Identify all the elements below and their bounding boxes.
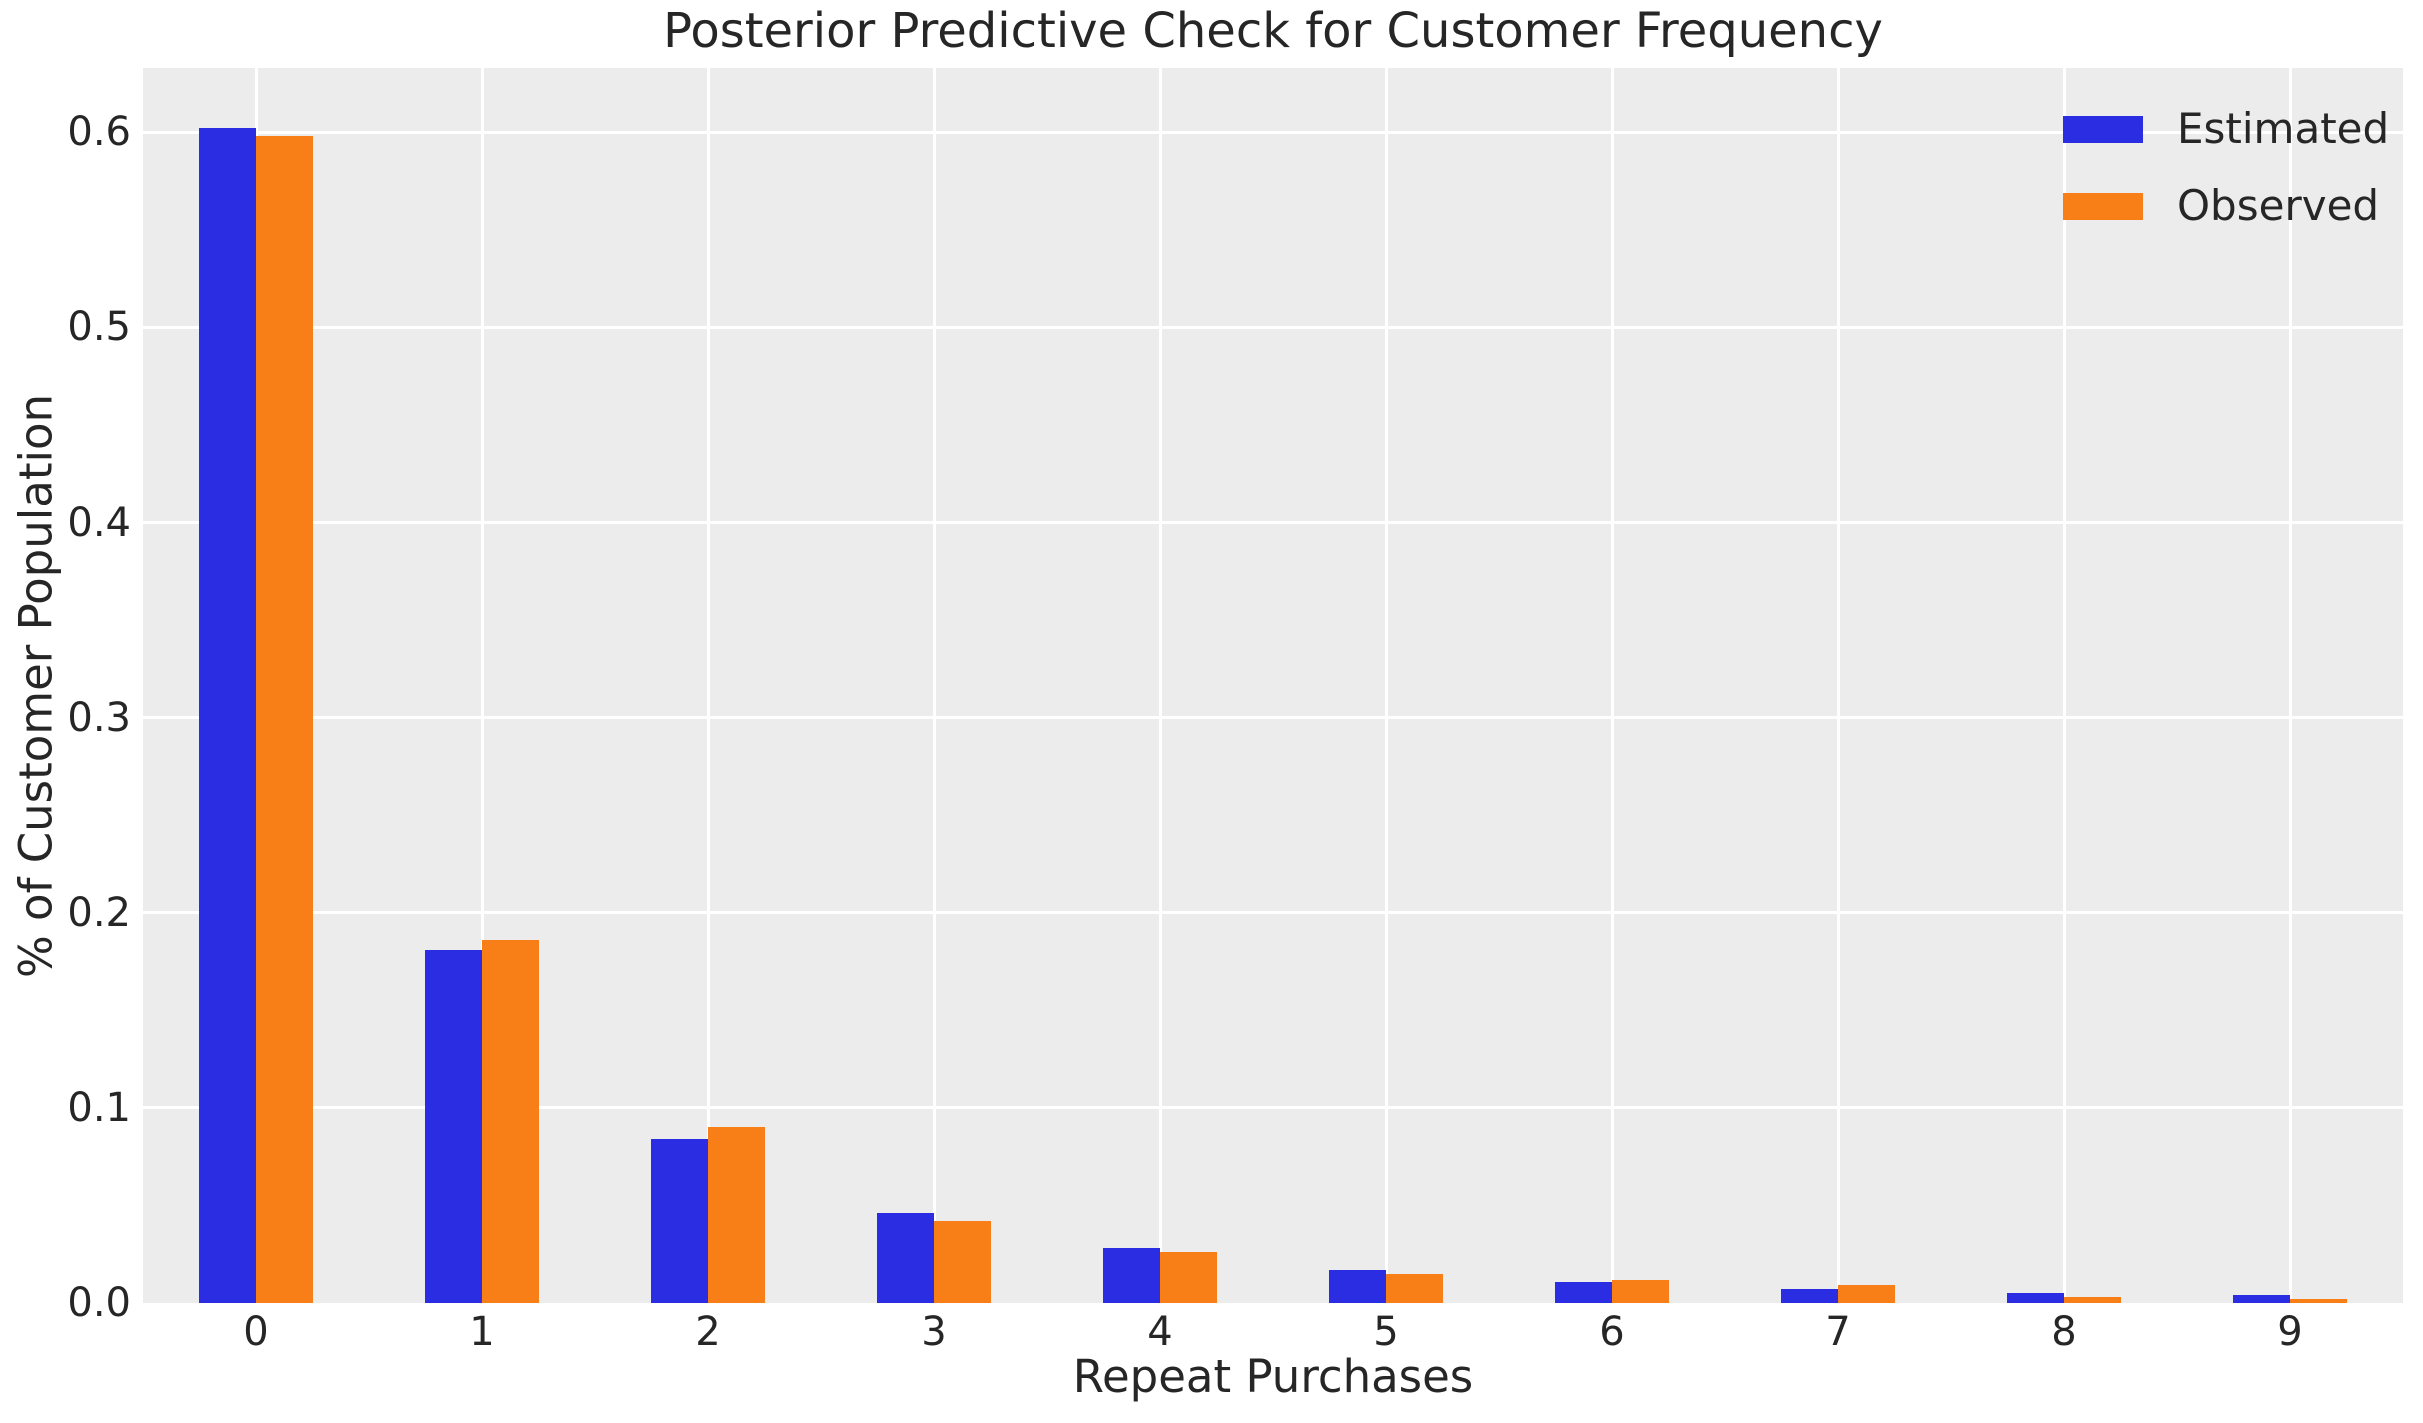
gridline-x-6 bbox=[1610, 68, 1614, 1303]
chart-title: Posterior Predictive Check for Customer … bbox=[663, 3, 1883, 59]
gridline-y-0.4 bbox=[143, 521, 2403, 525]
y-tick-label-0.3: 0.3 bbox=[67, 694, 131, 741]
bar-estimated-9 bbox=[2233, 1295, 2290, 1303]
x-tick-label-9: 9 bbox=[2277, 1309, 2303, 1355]
legend-swatch-observed bbox=[2063, 192, 2143, 220]
gridline-y-0.6 bbox=[143, 130, 2403, 134]
gridline-y-0.1 bbox=[143, 1106, 2403, 1110]
legend: Estimated Observed bbox=[2063, 104, 2390, 260]
x-tick-label-7: 7 bbox=[1825, 1309, 1851, 1355]
bar-estimated-0 bbox=[199, 128, 256, 1303]
x-tick-label-6: 6 bbox=[1599, 1309, 1625, 1355]
y-tick-label-0.4: 0.4 bbox=[67, 499, 131, 546]
bar-estimated-4 bbox=[1103, 1248, 1160, 1303]
y-tick-label-0.1: 0.1 bbox=[67, 1084, 131, 1131]
legend-label-estimated: Estimated bbox=[2177, 104, 2390, 153]
x-tick-label-2: 2 bbox=[695, 1309, 721, 1355]
legend-label-observed: Observed bbox=[2177, 181, 2380, 231]
bar-observed-6 bbox=[1612, 1280, 1669, 1303]
gridline-x-9 bbox=[2288, 68, 2292, 1303]
y-tick-label-0.2: 0.2 bbox=[67, 889, 131, 936]
bar-observed-9 bbox=[2290, 1299, 2347, 1303]
gridline-x-4 bbox=[1158, 68, 1162, 1303]
bar-estimated-5 bbox=[1329, 1270, 1386, 1303]
y-tick-label-0.6: 0.6 bbox=[67, 109, 131, 156]
bar-observed-5 bbox=[1386, 1274, 1443, 1303]
bar-observed-7 bbox=[1838, 1285, 1895, 1303]
gridline-x-8 bbox=[2062, 68, 2066, 1303]
y-tick-label-0.5: 0.5 bbox=[67, 304, 131, 351]
gridline-y-0.5 bbox=[143, 326, 2403, 329]
bar-estimated-3 bbox=[877, 1213, 934, 1303]
gridline-x-3 bbox=[932, 68, 936, 1303]
gridline-x-7 bbox=[1836, 68, 1840, 1303]
gridline-x-1 bbox=[480, 68, 484, 1303]
gridline-y-0.2 bbox=[143, 911, 2403, 915]
legend-swatch-estimated bbox=[2063, 115, 2143, 143]
y-tick-label-0.0: 0.0 bbox=[67, 1280, 131, 1326]
x-tick-label-1: 1 bbox=[469, 1309, 495, 1355]
bar-observed-8 bbox=[2064, 1297, 2121, 1303]
bar-estimated-7 bbox=[1781, 1289, 1838, 1303]
x-tick-label-4: 4 bbox=[1147, 1309, 1173, 1355]
bar-observed-2 bbox=[708, 1127, 765, 1303]
x-tick-label-0: 0 bbox=[243, 1309, 269, 1355]
bar-observed-4 bbox=[1160, 1252, 1217, 1303]
bar-observed-0 bbox=[256, 136, 313, 1303]
bar-estimated-8 bbox=[2007, 1293, 2064, 1303]
bar-observed-3 bbox=[934, 1221, 991, 1303]
x-axis-label: Repeat Purchases bbox=[1072, 1350, 1474, 1403]
legend-item-estimated: Estimated bbox=[2063, 104, 2390, 153]
gridline-x-5 bbox=[1384, 68, 1388, 1303]
legend-item-observed: Observed bbox=[2063, 181, 2389, 231]
bar-estimated-2 bbox=[651, 1139, 708, 1303]
x-tick-label-8: 8 bbox=[2051, 1309, 2077, 1355]
gridline-x-2 bbox=[706, 68, 710, 1303]
gridline-y-0.3 bbox=[143, 716, 2403, 720]
y-axis-label: % of Customer Population bbox=[9, 393, 63, 979]
x-tick-label-3: 3 bbox=[921, 1309, 947, 1355]
bar-observed-1 bbox=[482, 940, 539, 1303]
x-tick-label-5: 5 bbox=[1373, 1309, 1399, 1355]
bar-estimated-1 bbox=[425, 950, 482, 1303]
bar-estimated-6 bbox=[1555, 1282, 1612, 1303]
plot-area: Estimated Observed bbox=[143, 68, 2403, 1303]
